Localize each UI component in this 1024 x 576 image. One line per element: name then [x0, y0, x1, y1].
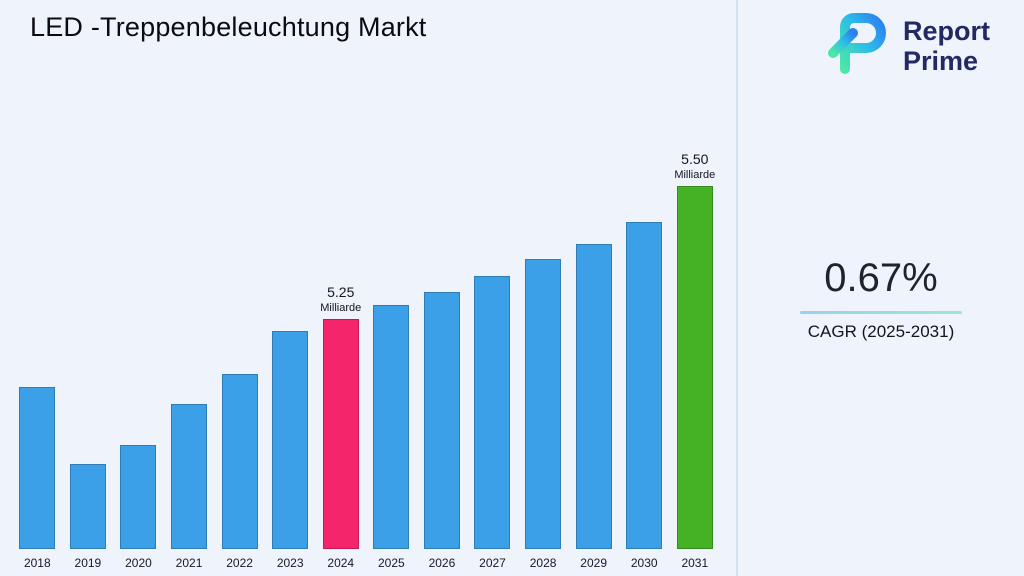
cagr-block: 0.67% CAGR (2025-2031)	[738, 256, 1024, 342]
axis-label-2020: 2020	[125, 556, 152, 570]
bar-2019	[69, 464, 106, 549]
bar-column-2029: 2029	[568, 244, 619, 570]
bar-chart: 2018 2019 2020 2021 2022 2023 5.25 Milliarde 202…	[12, 151, 720, 570]
bar-2026	[423, 292, 460, 549]
axis-label-2023: 2023	[276, 556, 304, 570]
vertical-divider	[736, 0, 738, 576]
bar-column-2022: 2022	[214, 374, 265, 570]
axis-label-2030: 2030	[630, 556, 658, 570]
bar-2025	[373, 305, 410, 549]
axis-label-2024: 2024	[327, 556, 355, 570]
bar-2018	[19, 387, 56, 549]
bar-2028	[525, 259, 562, 549]
bar-column-2030: 2030	[619, 222, 670, 570]
logo-text-line1: Report	[903, 15, 990, 46]
bar-value-2031: 5.50	[681, 151, 709, 167]
cagr-caption: CAGR (2025-2031)	[807, 322, 955, 341]
bar-column-2031: 5.50 Milliarde 2031	[670, 151, 721, 570]
bar-value-label-2024: 5.25 Milliarde	[320, 284, 361, 314]
bar-2027	[474, 276, 511, 549]
report-prime-logo-icon	[827, 12, 893, 79]
bar-unit-2031: Milliarde	[674, 169, 716, 181]
axis-label-2021: 2021	[175, 556, 203, 570]
axis-label-2027: 2027	[479, 556, 506, 570]
bar-2022	[221, 374, 258, 549]
bar-2030	[626, 222, 663, 549]
bar-column-2027: 2027	[467, 276, 518, 570]
bar-2024	[322, 319, 359, 549]
report-prime-logo: Report Prime	[827, 12, 990, 79]
axis-label-2022: 2022	[226, 556, 253, 570]
logo-text-line2: Prime	[903, 45, 979, 76]
bar-2020	[120, 445, 157, 549]
bar-column-2019: 2019	[63, 464, 114, 570]
bar-2021	[171, 404, 208, 549]
axis-label-2018: 2018	[23, 556, 51, 570]
bar-unit-2024: Milliarde	[320, 302, 362, 314]
axis-label-2029: 2029	[580, 556, 607, 570]
axis-label-2028: 2028	[529, 556, 557, 570]
bar-2031	[676, 186, 713, 549]
bar-2029	[575, 244, 612, 549]
axis-label-2031: 2031	[681, 556, 709, 570]
cagr-value: 0.67%	[824, 256, 938, 300]
axis-label-2026: 2026	[428, 556, 456, 570]
cagr-underline	[800, 311, 962, 314]
bar-column-2018: 2018	[12, 387, 63, 570]
axis-label-2025: 2025	[377, 556, 405, 570]
axis-label-2019: 2019	[74, 556, 102, 570]
bar-value-label-2031: 5.50 Milliarde	[674, 151, 715, 181]
bar-column-2020: 2020	[113, 445, 164, 570]
bar-column-2024: 5.25 Milliarde 2024	[315, 284, 366, 570]
report-prime-logo-text: Report Prime	[903, 16, 990, 76]
bar-column-2025: 2025	[366, 305, 417, 570]
bar-value-2024: 5.25	[327, 284, 355, 300]
bar-column-2028: 2028	[518, 259, 569, 570]
page-title: LED -Treppenbeleuchtung Markt	[30, 12, 427, 42]
bar-column-2021: 2021	[164, 404, 215, 570]
bar-column-2026: 2026	[417, 292, 468, 570]
bar-2023	[272, 331, 309, 549]
bar-column-2023: 2023	[265, 331, 316, 570]
